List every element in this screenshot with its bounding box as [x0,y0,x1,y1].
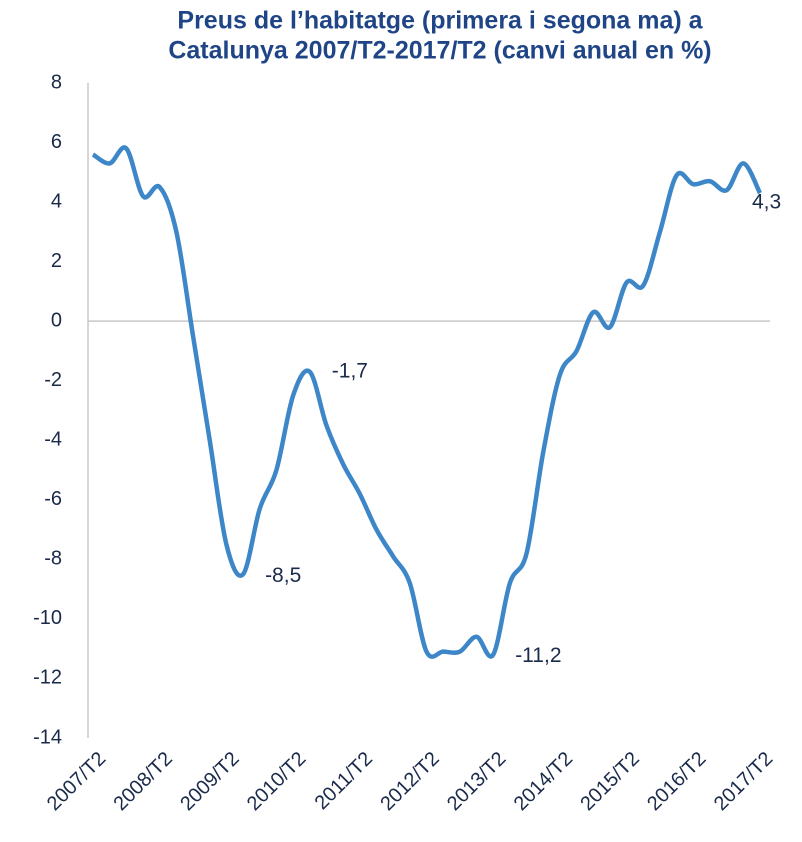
y-tick-label: 6 [51,131,62,153]
y-tick-label: -2 [44,369,62,391]
y-tick-label: 0 [51,309,62,331]
y-tick-label: -8 [44,548,62,570]
y-tick-label: -10 [33,607,62,629]
chart-title: Catalunya 2007/T2-2017/T2 (canvi anual e… [168,37,711,65]
value-label: -1,7 [332,359,368,382]
y-tick-label: 8 [51,71,62,93]
x-tick-label: 2013/T2 [443,748,510,815]
y-tick-label: -6 [44,488,62,510]
y-tick-label: -12 [33,667,62,689]
x-tick-label: 2014/T2 [510,748,577,815]
x-tick-label: 2015/T2 [576,748,643,815]
y-tick-label: -14 [33,726,62,748]
y-tick-label: 4 [51,190,62,212]
x-tick-label: 2010/T2 [243,748,310,815]
x-tick-label: 2017/T2 [710,748,777,815]
x-tick-label: 2016/T2 [643,748,710,815]
x-tick-label: 2011/T2 [311,748,377,814]
line [91,145,763,659]
y-tick-label: 2 [51,250,62,272]
value-label: 4,3 [752,191,781,214]
value-label: -8,5 [265,564,301,587]
chart-title: Preus de l’habitatge (primera i segona m… [177,7,703,35]
x-tick-label: 2007/T2 [43,748,110,815]
x-tick-label: 2012/T2 [376,748,443,815]
x-tick-label: 2009/T2 [176,748,243,815]
value-label: -11,2 [515,644,561,667]
y-tick-label: -4 [44,429,62,451]
x-tick-label: 2008/T2 [110,748,177,815]
